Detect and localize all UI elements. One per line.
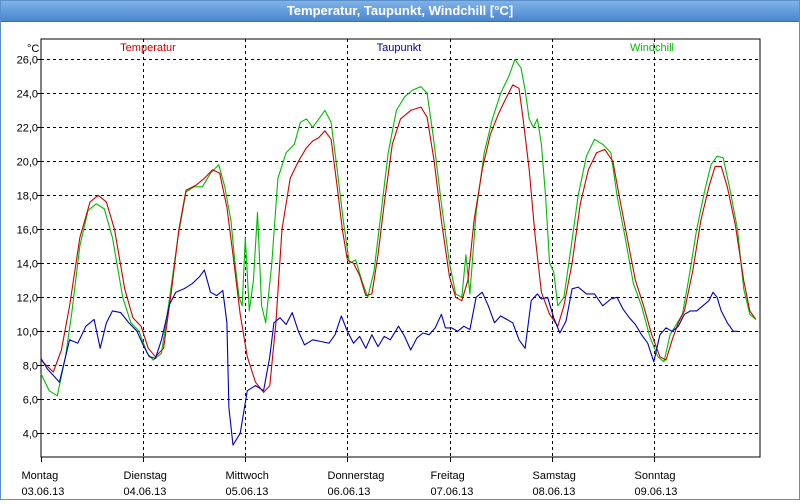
x-tick-day-label: Samstag (533, 470, 576, 482)
x-tick-day-label: Freitag (431, 470, 465, 482)
plot-frame (40, 38, 761, 458)
x-tick-date-label: 03.06.13 (22, 486, 65, 498)
x-tick-date-label: 05.06.13 (226, 486, 269, 498)
y-tick-label: 6,0 (23, 395, 38, 407)
y-tick-label: 14,0 (17, 259, 38, 271)
y-tick-label: 12,0 (17, 293, 38, 305)
y-tick-label: 24,0 (17, 89, 38, 101)
y-tick-label: 20,0 (17, 157, 38, 169)
series-line-temperatur (40, 84, 757, 393)
y-axis-unit: °C (27, 43, 39, 55)
chart-title: Temperatur, Taupunkt, Windchill [°C] (1, 1, 799, 22)
legend-label: Taupunkt (377, 42, 422, 54)
series-line-taupunkt (40, 269, 738, 446)
x-tick-day-label: Montag (22, 470, 59, 482)
x-tick-date-label: 09.06.13 (635, 486, 678, 498)
y-tick-label: 18,0 (17, 191, 38, 203)
x-tick-day-label: Mittwoch (226, 470, 269, 482)
x-tick-date-label: 04.06.13 (124, 486, 167, 498)
line-chart: 26,0 24,0 22,0 20,0 18,0 16,0 14,0 12,0 10,0 8,0 6… (17, 38, 761, 498)
x-tick-day-label: Donnerstag (328, 470, 385, 482)
x-tick-day-label: Dienstag (124, 470, 167, 482)
y-tick-label: 10,0 (17, 327, 38, 339)
plot-area: 26,0 24,0 22,0 20,0 18,0 16,0 14,0 12,0 10,0 8,0 6… (1, 22, 799, 499)
y-tick-label: 16,0 (17, 225, 38, 237)
y-tick-label: 26,0 (17, 55, 38, 67)
y-tick-label: 8,0 (23, 361, 38, 373)
legend-label: Windchill (630, 42, 674, 54)
y-tick-label: 4,0 (23, 429, 38, 441)
y-tick-label: 22,0 (17, 123, 38, 135)
x-tick-date-label: 07.06.13 (431, 486, 474, 498)
legend-label: Temperatur (120, 42, 176, 54)
x-tick-day-label: Sonntag (635, 470, 676, 482)
x-tick-date-label: 06.06.13 (328, 486, 371, 498)
x-tick-date-label: 08.06.13 (533, 486, 576, 498)
